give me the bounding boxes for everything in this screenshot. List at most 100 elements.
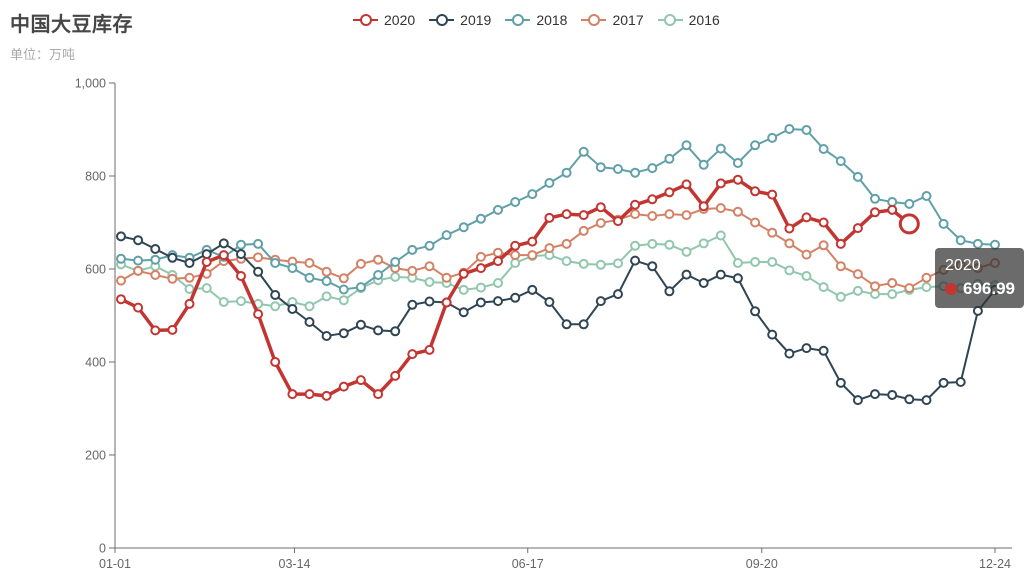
data-point-2020[interactable] — [510, 240, 521, 251]
data-point-2020[interactable] — [630, 199, 641, 210]
data-point-2016[interactable] — [578, 258, 589, 269]
data-point-2020[interactable] — [732, 174, 743, 185]
data-point-2017[interactable] — [544, 243, 555, 254]
data-point-2019[interactable] — [270, 290, 281, 300]
data-point-2020[interactable] — [458, 268, 469, 279]
data-point-2017[interactable] — [355, 258, 366, 269]
data-point-2017[interactable] — [493, 247, 503, 258]
data-point-2019[interactable] — [390, 326, 401, 337]
data-point-2018[interactable] — [972, 238, 983, 249]
data-point-2019[interactable] — [972, 305, 983, 316]
data-point-2017[interactable] — [630, 209, 641, 220]
data-point-2016[interactable] — [304, 301, 315, 312]
data-point-2020[interactable] — [801, 212, 812, 223]
data-point-2017[interactable] — [681, 210, 692, 221]
data-point-2020[interactable] — [835, 238, 846, 249]
data-point-2020[interactable] — [544, 212, 555, 223]
data-point-2020[interactable] — [870, 207, 880, 218]
data-point-2018[interactable] — [955, 235, 966, 246]
data-point-2020[interactable] — [355, 375, 366, 386]
data-point-2020[interactable] — [167, 324, 178, 335]
data-point-2019[interactable] — [407, 299, 418, 310]
data-point-2019[interactable] — [887, 390, 898, 400]
data-point-2020[interactable] — [784, 223, 795, 234]
data-point-2016[interactable] — [321, 291, 332, 302]
data-point-2017[interactable] — [818, 240, 829, 251]
legend-item-2019[interactable]: 2019 — [429, 12, 491, 28]
data-point-2017[interactable] — [561, 238, 572, 249]
data-point-2017[interactable] — [424, 261, 435, 272]
data-point-2019[interactable] — [784, 348, 795, 359]
data-point-2019[interactable] — [287, 304, 298, 314]
data-point-2020[interactable] — [287, 389, 298, 400]
data-point-2018[interactable] — [561, 167, 572, 178]
data-point-2017[interactable] — [664, 209, 675, 220]
data-point-2018[interactable] — [424, 240, 435, 251]
data-point-2017[interactable] — [887, 278, 898, 288]
data-point-2016[interactable] — [613, 258, 623, 269]
data-point-2018[interactable] — [870, 193, 880, 204]
data-point-2019[interactable] — [750, 306, 761, 317]
data-point-2018[interactable] — [441, 230, 452, 241]
data-point-2017[interactable] — [715, 203, 726, 214]
data-point-2020[interactable] — [852, 223, 863, 234]
data-point-2019[interactable] — [355, 319, 366, 330]
data-point-2017[interactable] — [475, 251, 486, 262]
data-point-2017[interactable] — [373, 254, 384, 265]
data-point-2019[interactable] — [698, 278, 709, 288]
data-point-2018[interactable] — [613, 164, 623, 174]
data-point-2018[interactable] — [664, 153, 675, 164]
data-point-2018[interactable] — [784, 124, 795, 134]
data-point-2019[interactable] — [373, 325, 384, 336]
data-point-2019[interactable] — [613, 289, 623, 300]
data-point-2020[interactable] — [338, 381, 349, 392]
data-point-2017[interactable] — [595, 218, 606, 228]
data-point-2017[interactable] — [150, 270, 161, 280]
data-point-2018[interactable] — [510, 197, 521, 207]
data-point-2017[interactable] — [921, 272, 932, 283]
data-point-2016[interactable] — [475, 282, 486, 293]
data-point-2016[interactable] — [458, 284, 469, 295]
data-point-2019[interactable] — [938, 377, 949, 388]
data-point-2016[interactable] — [870, 289, 880, 300]
data-point-2020[interactable] — [767, 189, 778, 200]
data-point-2019[interactable] — [133, 235, 144, 246]
data-point-2020[interactable] — [424, 344, 435, 355]
data-point-2017[interactable] — [784, 238, 795, 249]
data-point-2016[interactable] — [921, 282, 932, 293]
data-point-2019[interactable] — [304, 317, 315, 327]
data-point-2019[interactable] — [253, 266, 264, 277]
data-point-2016[interactable] — [236, 296, 246, 307]
data-point-2020[interactable] — [818, 217, 829, 228]
data-point-2017[interactable] — [253, 252, 264, 263]
data-point-2018[interactable] — [527, 189, 538, 200]
data-point-2019[interactable] — [527, 284, 538, 295]
data-point-2019[interactable] — [715, 269, 726, 280]
data-point-2019[interactable] — [664, 286, 675, 297]
data-point-2016[interactable] — [493, 278, 503, 288]
data-point-2016[interactable] — [852, 285, 863, 296]
legend-item-2016[interactable]: 2016 — [657, 12, 720, 28]
data-point-2020[interactable] — [887, 204, 898, 215]
data-point-2016[interactable] — [561, 256, 572, 267]
data-point-2017[interactable] — [732, 206, 743, 217]
data-point-2018[interactable] — [390, 257, 401, 267]
data-point-2017[interactable] — [870, 281, 880, 292]
data-point-2018[interactable] — [475, 213, 486, 224]
legend-item-2020[interactable]: 2020 — [353, 12, 415, 28]
data-point-2017[interactable] — [647, 211, 658, 221]
data-point-2019[interactable] — [150, 244, 161, 254]
data-point-2017[interactable] — [321, 266, 332, 277]
data-point-2018[interactable] — [750, 140, 761, 151]
data-point-2018[interactable] — [818, 144, 829, 154]
data-point-2017[interactable] — [133, 265, 144, 276]
data-point-2018[interactable] — [458, 222, 469, 233]
data-point-2019[interactable] — [338, 328, 349, 339]
data-point-2019[interactable] — [955, 377, 966, 387]
data-point-2016[interactable] — [681, 246, 692, 257]
data-point-2017[interactable] — [338, 273, 349, 284]
data-point-2016[interactable] — [818, 282, 829, 293]
data-point-2018[interactable] — [698, 159, 709, 170]
data-point-2018[interactable] — [116, 253, 126, 264]
data-point-2020[interactable] — [715, 178, 726, 189]
